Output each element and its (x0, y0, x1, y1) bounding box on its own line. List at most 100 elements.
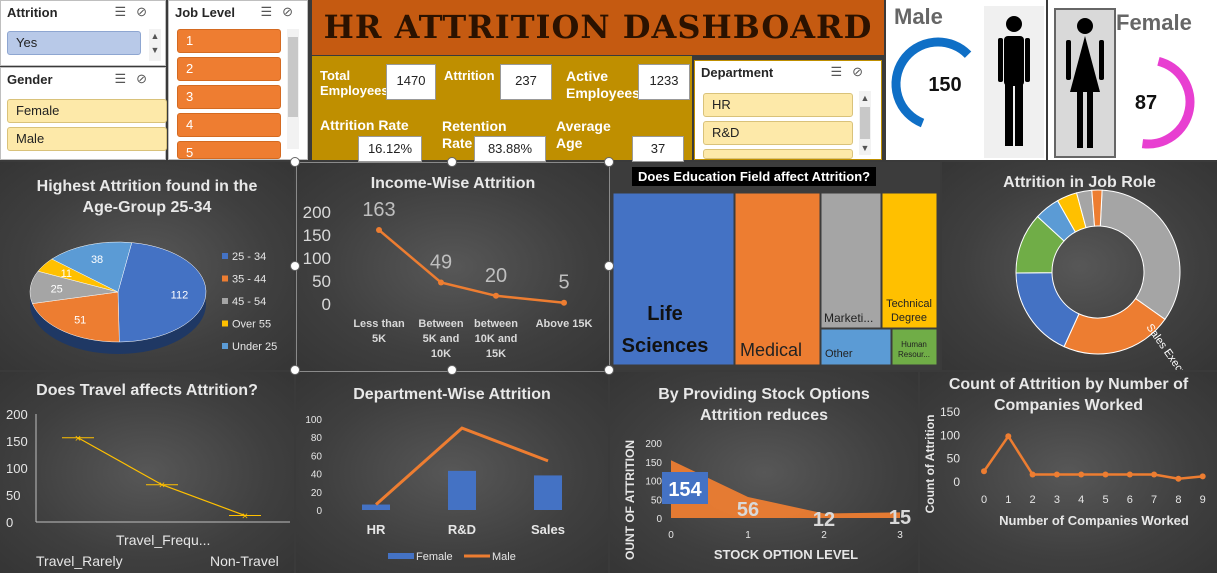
department-chart-title: Department-Wise Attrition (353, 386, 551, 403)
department-scrollbar[interactable]: ▲ ▼ (859, 91, 871, 155)
department-slicer-title: Department (701, 65, 774, 80)
legend-swatch (222, 343, 228, 349)
attrition-scrollbar[interactable]: ▲ ▼ (149, 29, 161, 61)
companies-chart-title: Count of Attrition by Number of Companie… (948, 376, 1189, 414)
education-chart-title: Does Education Field affect Attrition? (632, 167, 877, 186)
treemap-cell (881, 192, 938, 329)
treemap-label: Medical (740, 340, 802, 360)
y-tick-label: 0 (322, 295, 331, 314)
kpi-attrition-rate-label: Attrition Rate (320, 117, 409, 133)
job-level-chip-5[interactable]: 5 (177, 141, 281, 159)
attrition-chip-yes[interactable]: Yes (7, 31, 141, 55)
selection-handle[interactable] (604, 157, 614, 167)
treemap-label: Other (825, 348, 853, 360)
gender-chip-male[interactable]: Male (7, 127, 167, 151)
kpi-attrition-value: 237 (500, 64, 552, 100)
selection-handle[interactable] (290, 157, 300, 167)
department-chip-rd[interactable]: R&D (703, 121, 853, 145)
job-level-scrollbar[interactable] (287, 29, 299, 149)
y-axis-title: OUNT OF ATTRITION (623, 440, 637, 560)
male-card: Male 150 (886, 0, 1046, 160)
x-tick-label: Less than 5K (353, 318, 405, 345)
y-tick-label: 60 (311, 451, 323, 462)
education-treemap: Life Sciences Medical Marketi... Technical De… (612, 192, 938, 366)
selection-handle[interactable] (290, 365, 300, 375)
x-tick-label: 2 (1030, 494, 1036, 506)
x-tick-label: 9 (1200, 494, 1206, 506)
pie-slice (51, 241, 133, 293)
y-tick-label: 50 (651, 495, 663, 506)
job-level-chip-4[interactable]: 4 (177, 113, 281, 137)
kpi-attrition-label: Attrition (444, 68, 495, 83)
attrition-slicer: Attrition ☰⊘ Yes ▲ ▼ (0, 0, 166, 66)
travel-line-chart: 200 150 100 50 0 × × × Travel_Rarely Travel_Frequ… (6, 407, 290, 569)
age-pie-chart: 112 51 25 11 38 25 - 34 35 - 44 45 - 54 Over 55 U… (29, 241, 277, 354)
income-chart-title: Income-Wise Attrition (370, 175, 536, 192)
treemap-label: Technical (886, 298, 932, 310)
companies-point (1005, 433, 1012, 440)
job-level-chip-3[interactable]: 3 (177, 85, 281, 109)
income-data-label: 49 (430, 251, 452, 273)
pie-data-label: 25 (51, 284, 63, 296)
y-tick-label: 0 (316, 506, 322, 517)
legend-swatch (222, 320, 228, 327)
multi-select-icon[interactable]: ☰⊘ (114, 4, 157, 19)
y-tick-label: 150 (645, 458, 662, 469)
department-slicer: Department ☰⊘ HR R&D ▲ ▼ (694, 60, 882, 160)
x-tick-label: 6 (1127, 494, 1133, 506)
kpi-attrition-rate-value: 16.12% (358, 136, 422, 162)
companies-chart-panel: Count of Attrition by Number of Companie… (920, 372, 1217, 573)
selection-handle[interactable] (604, 365, 614, 375)
page-title: HR ATTRITION DASHBOARD (323, 8, 873, 46)
x-tick-label: 0 (981, 494, 987, 506)
kpi-average-age-value: 37 (632, 136, 684, 162)
y-tick-label: 100 (645, 477, 662, 488)
job-level-chip-1[interactable]: 1 (177, 29, 281, 53)
income-point (493, 292, 499, 299)
multi-select-icon[interactable]: ☰⊘ (114, 71, 157, 86)
gender-chip-female[interactable]: Female (7, 99, 167, 123)
male-series-line (375, 426, 549, 506)
kpi-average-age: Average Age (556, 118, 616, 152)
department-chip-partial[interactable] (703, 149, 853, 159)
donut-segment (1099, 189, 1181, 321)
legend-swatch (222, 275, 228, 282)
jobrole-chart-panel: Attrition in Job Role Sales Execu... (942, 162, 1217, 370)
department-chip-hr[interactable]: HR (703, 93, 853, 117)
job-level-chip-2[interactable]: 2 (177, 57, 281, 81)
x-axis-title: STOCK OPTION LEVEL (714, 547, 858, 562)
kpi-average-age-label: Average Age (556, 118, 611, 151)
kpi-retention-rate-label: Retention Rate (442, 118, 507, 151)
selection-handle[interactable] (290, 261, 300, 271)
male-icon-panel (984, 6, 1044, 158)
pie-data-label: 51 (74, 315, 86, 327)
male-gauge: 150 (891, 37, 985, 131)
x-tick-label: 5 (1102, 494, 1108, 506)
x-tick-label: 2 (821, 530, 827, 541)
companies-point (1175, 475, 1182, 482)
legend-label: 45 - 54 (232, 296, 266, 308)
kpi-active-employees-label: Active Employees (566, 68, 640, 101)
age-chart-title: Highest Attrition found in the Age-Group… (36, 178, 258, 216)
y-tick-label: 100 (940, 428, 960, 442)
companies-series-line (982, 434, 1203, 480)
x-tick-label: 1 (1005, 494, 1011, 506)
companies-point (1029, 471, 1036, 478)
legend-label: Male (492, 551, 516, 563)
selection-handle[interactable] (447, 157, 457, 167)
y-tick-label: 50 (312, 272, 331, 291)
travel-marker: × (75, 433, 81, 445)
travel-chart-panel: Does Travel affects Attrition? 200 150 100… (0, 372, 294, 573)
male-card-value: 150 (928, 74, 961, 96)
multi-select-icon[interactable]: ☰⊘ (260, 4, 303, 19)
y-tick-label: 50 (6, 488, 20, 503)
selection-handle[interactable] (447, 365, 457, 375)
multi-select-icon[interactable]: ☰⊘ (830, 64, 873, 79)
legend-swatch (388, 553, 414, 559)
attrition-slicer-title: Attrition (7, 5, 58, 20)
female-card: Female 87 (1048, 0, 1217, 160)
selection-handle[interactable] (604, 261, 614, 271)
x-tick-label: Between 5K and 10K (418, 318, 464, 360)
companies-line-chart: 150 100 50 0 0 1 2 3 4 5 6 7 8 9 Number of Companies W… (923, 405, 1206, 528)
